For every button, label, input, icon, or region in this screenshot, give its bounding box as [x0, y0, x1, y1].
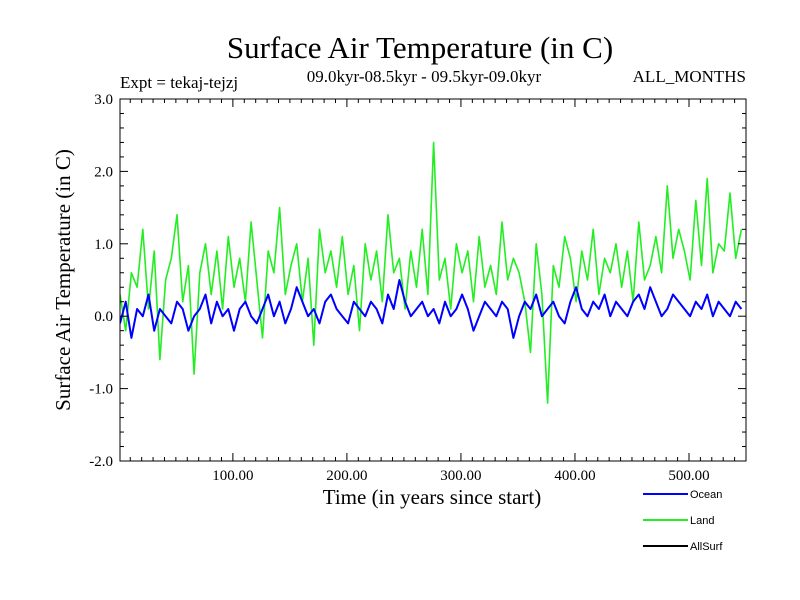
period-label: 09.0kyr-08.5kyr - 09.5kyr-09.0kyr [307, 67, 542, 86]
y-tick-label: -2.0 [89, 454, 113, 470]
y-tick-label: 3.0 [94, 92, 113, 108]
x-tick-label: 300.00 [440, 468, 481, 484]
months-label: ALL_MONTHS [633, 67, 746, 86]
x-tick-label: 100.00 [212, 468, 253, 484]
y-tick-label: 2.0 [94, 164, 113, 180]
series-layer [120, 141, 743, 404]
series-line-ocean [120, 279, 743, 339]
legend-label-allsurf: AllSurf [690, 541, 723, 553]
y-tick-label: 1.0 [94, 237, 113, 253]
series-line-land [120, 141, 743, 404]
y-tick-label: 0.0 [94, 309, 113, 325]
experiment-label: Expt = tekaj-tejzj [120, 73, 238, 92]
axis-ticks: 100.00 200.00 300.00 400.00 500.00 -2.0 -1.0 0.… [89, 92, 746, 484]
x-tick-label: 400.00 [554, 468, 595, 484]
x-axis-label: Time (in years since start) [323, 485, 542, 509]
legend-label-ocean: Ocean [690, 489, 722, 501]
y-tick-label: -1.0 [89, 382, 113, 398]
x-tick-label: 500.00 [668, 468, 709, 484]
plot-frame [119, 98, 747, 462]
y-axis-label: Surface Air Temperature (in C) [51, 149, 75, 411]
legend-label-land: Land [690, 515, 714, 527]
chart-title: Surface Air Temperature (in C) [227, 30, 613, 65]
legend: Ocean Land AllSurf [643, 489, 723, 553]
x-tick-label: 200.00 [326, 468, 367, 484]
